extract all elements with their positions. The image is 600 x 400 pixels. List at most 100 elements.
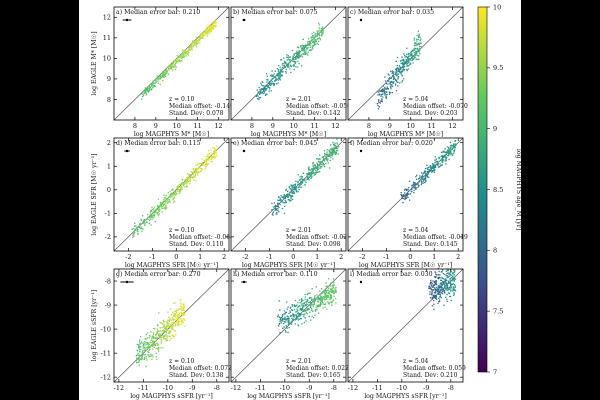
data-point [272, 82, 274, 85]
data-point [269, 75, 272, 77]
data-point [145, 341, 147, 344]
data-point [408, 62, 410, 64]
data-point [444, 273, 446, 276]
data-point [318, 34, 320, 37]
data-point [153, 206, 156, 208]
x-tick-label: 10 [407, 122, 415, 130]
data-point [324, 154, 326, 156]
data-point [151, 88, 153, 90]
data-point [388, 80, 390, 83]
data-point [318, 304, 320, 306]
data-point [160, 347, 162, 349]
data-point [415, 52, 417, 54]
data-point [166, 71, 168, 74]
data-point [283, 202, 285, 204]
data-point [165, 205, 167, 207]
data-point [195, 44, 198, 46]
median-offset-label: Median offset: -0.050 [286, 103, 351, 110]
data-point [440, 159, 442, 162]
data-point [156, 337, 158, 339]
data-point [449, 273, 452, 276]
data-point [439, 292, 441, 294]
data-point [159, 77, 162, 80]
data-point [398, 65, 401, 67]
colorbar-label: log MAGPHYS age_M [yr] [515, 149, 521, 230]
data-point [449, 280, 452, 282]
data-point [443, 287, 445, 289]
data-point [385, 83, 388, 85]
data-point [300, 47, 302, 49]
data-point [295, 186, 298, 189]
data-point [313, 167, 315, 169]
data-point [183, 52, 186, 54]
data-point [297, 325, 300, 327]
data-point [297, 51, 300, 53]
data-point [321, 303, 323, 305]
data-point [156, 331, 158, 333]
data-point [402, 68, 405, 70]
data-point [281, 319, 284, 321]
data-point [271, 202, 273, 205]
data-point [150, 210, 152, 213]
data-point [424, 174, 427, 177]
data-point [411, 54, 413, 57]
data-point [310, 36, 312, 39]
data-point [171, 192, 173, 194]
data-point [305, 181, 307, 184]
scatter-points [348, 7, 463, 120]
median-offset-label: Median offset: -0.019 [403, 234, 468, 241]
panel-title: a) Median error bar: 0.210 [116, 9, 200, 16]
data-point [301, 48, 303, 51]
data-point [193, 176, 196, 178]
data-point [143, 224, 146, 227]
x-axis-label: log MAGPHYS sSFR [yr⁻¹] [130, 393, 213, 400]
data-point [152, 335, 154, 337]
data-point [317, 304, 319, 307]
data-point [321, 292, 323, 295]
data-point [298, 62, 300, 65]
data-point [304, 178, 306, 181]
data-point [148, 355, 150, 358]
data-point [176, 316, 179, 318]
data-point [140, 218, 142, 220]
data-point [170, 327, 173, 329]
data-point [321, 26, 324, 28]
data-point [134, 225, 136, 228]
data-point [420, 181, 423, 183]
data-point [321, 296, 323, 298]
x-tick-label: -12 [114, 384, 124, 392]
data-point [163, 331, 165, 333]
data-point [175, 325, 177, 327]
data-point [287, 66, 289, 68]
data-point [292, 186, 294, 188]
data-point [159, 338, 161, 340]
data-point [330, 288, 332, 290]
data-point [214, 150, 217, 152]
x-tick-label: 11 [193, 122, 201, 130]
x-tick-label: -2 [359, 253, 365, 261]
data-point [293, 65, 295, 67]
data-point [206, 26, 208, 28]
data-point [412, 181, 415, 183]
data-point [182, 184, 185, 187]
data-point [171, 61, 173, 64]
data-point [407, 189, 409, 191]
data-point [290, 195, 292, 198]
data-point [443, 304, 445, 306]
data-point [157, 347, 159, 350]
data-point [321, 163, 323, 165]
data-point [317, 158, 320, 160]
data-point [318, 27, 320, 29]
data-point [299, 176, 301, 178]
data-point [450, 286, 452, 289]
data-point [263, 89, 265, 91]
data-point [406, 60, 408, 62]
x-axis-label: log MAGPHYS sSFR [yr⁻¹] [247, 393, 330, 400]
data-point [158, 205, 160, 208]
data-point [284, 317, 286, 319]
data-point [288, 66, 290, 68]
data-point [315, 167, 317, 169]
data-point [209, 158, 211, 160]
data-point [327, 158, 329, 160]
